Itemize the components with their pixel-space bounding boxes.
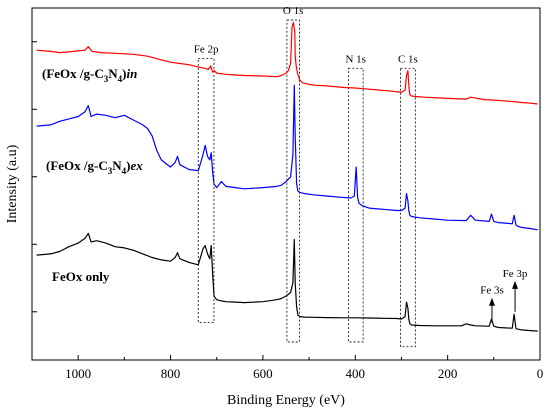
series-label-0: (FeOx /g-C3N4)in (42, 66, 137, 84)
series-labels: (FeOx /g-C3N4)in (FeOx /g-C3N4)ex FeOx onl… (42, 66, 143, 284)
arrow-label-0: Fe 3s (480, 285, 504, 297)
x-tick-label-1000: 1000 (65, 366, 91, 381)
series-line-0 (36, 21, 538, 105)
x-tick-label-800: 800 (161, 366, 181, 381)
series-line-2 (36, 232, 538, 332)
axis-ticks: 1000 800 600 400 200 0 (31, 41, 544, 381)
series-lines (36, 21, 538, 332)
series-label-1: (FeOx /g-C3N4)ex (46, 158, 143, 176)
arrow-label-1: Fe 3p (503, 268, 528, 280)
peak-label-1: O 1s (283, 5, 303, 17)
peak-box-3 (400, 67, 416, 348)
peak-box-0 (197, 58, 215, 324)
x-axis-title: Binding Energy (eV) (227, 393, 345, 408)
series-line-1 (36, 84, 538, 231)
peak-label-2: N 1s (345, 53, 365, 65)
arrow-head-1 (512, 280, 519, 289)
series-label-2: FeOx only (52, 269, 110, 284)
peak-label-0: Fe 2p (194, 44, 219, 56)
x-tick-label-0: 0 (537, 366, 544, 381)
y-axis-title: Intensity (a.u) (5, 144, 20, 223)
peak-annotations: Fe 2p O 1s N 1s C 1s Fe 3s Fe 3p (194, 5, 528, 348)
peak-box-1 (286, 19, 300, 343)
x-tick-label-200: 200 (438, 366, 458, 381)
arrow-head-0 (488, 297, 495, 306)
peak-box-2 (347, 67, 364, 343)
x-tick-label-600: 600 (253, 366, 273, 381)
x-tick-label-400: 400 (346, 366, 366, 381)
plot-frame (31, 7, 541, 361)
peak-label-3: C 1s (398, 53, 418, 65)
